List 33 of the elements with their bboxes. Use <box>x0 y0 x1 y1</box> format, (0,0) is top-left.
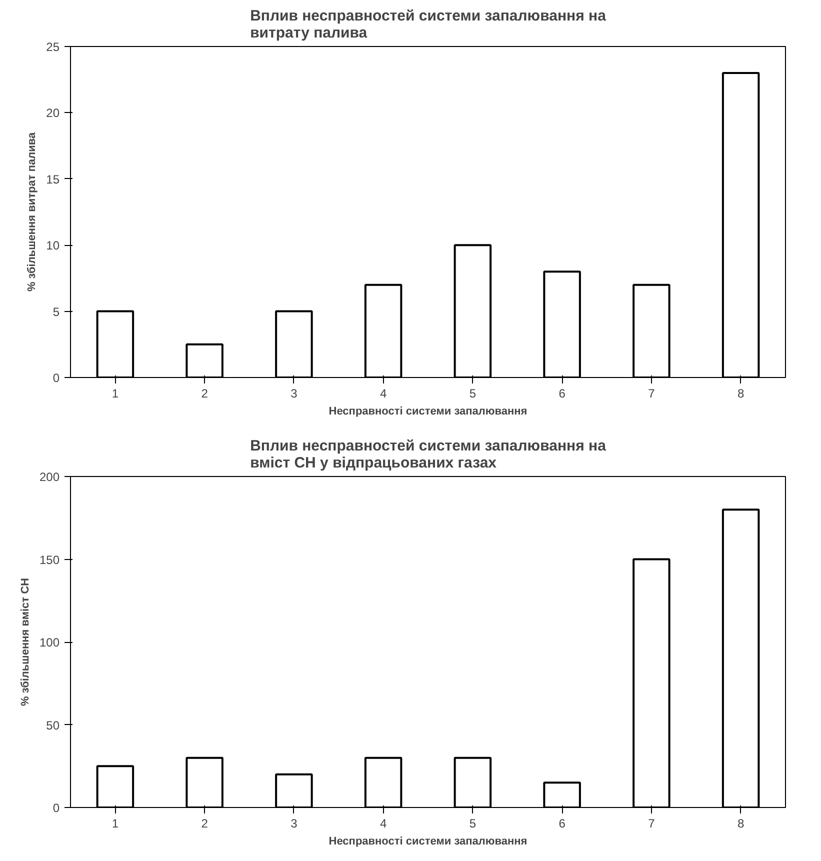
x-tick-label: 5 <box>469 386 476 400</box>
x-tick-label: 2 <box>201 816 208 830</box>
y-tick-label: 15 <box>46 172 60 186</box>
y-tick-label: 20 <box>46 106 60 120</box>
y-tick-label: 100 <box>39 636 60 650</box>
x-axis-title: Несправності системи запалювання <box>328 836 528 848</box>
x-tick-label: 6 <box>558 386 566 400</box>
y-tick-label: 25 <box>46 40 60 54</box>
y-tick-label: 150 <box>39 552 60 567</box>
y-tick-label: 50 <box>46 718 60 732</box>
x-tick-label: 8 <box>737 816 744 830</box>
chart-title: Вплив несправностей системи запалювання на вміст СН у відпрацьованих газах <box>250 438 607 472</box>
y-axis-title: % збільшення витрат палива <box>26 132 38 292</box>
x-tick-label: 6 <box>558 816 566 830</box>
x-tick-label: 1 <box>112 816 119 830</box>
x-tick-label: 2 <box>201 386 208 400</box>
y-tick-label: 10 <box>46 238 60 253</box>
y-tick-label: 0 <box>52 371 60 385</box>
chart-title: Вплив несправностей системи запалювання на витрату палива <box>250 8 607 42</box>
x-tick-label: 4 <box>380 386 387 400</box>
y-tick-label: 5 <box>52 304 60 319</box>
x-tick-label: 1 <box>112 386 119 400</box>
x-tick-label: 3 <box>290 386 298 400</box>
y-tick-label: 0 <box>52 801 60 815</box>
x-tick-label: 7 <box>648 816 656 830</box>
x-tick-label: 3 <box>290 816 298 830</box>
y-tick-label: 200 <box>39 470 60 484</box>
x-axis-title: Несправності системи запалювання <box>328 406 528 418</box>
x-tick-label: 7 <box>648 386 656 400</box>
x-tick-label: 5 <box>469 816 476 830</box>
x-tick-label: 4 <box>380 816 387 830</box>
y-axis-title: % збільшення вміст СН <box>19 578 32 706</box>
x-tick-label: 8 <box>737 386 744 400</box>
